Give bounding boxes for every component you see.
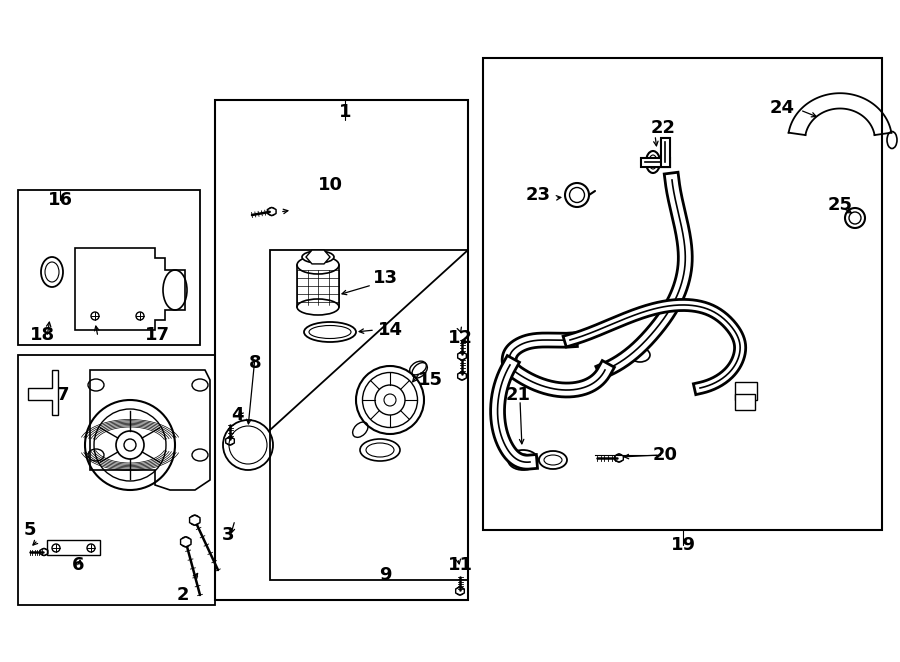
Polygon shape bbox=[306, 250, 330, 264]
Text: 20: 20 bbox=[652, 446, 678, 464]
Polygon shape bbox=[458, 372, 466, 380]
Circle shape bbox=[190, 515, 200, 525]
Text: 8: 8 bbox=[248, 354, 261, 372]
Bar bbox=[735, 394, 755, 410]
Text: 16: 16 bbox=[48, 191, 73, 209]
Circle shape bbox=[181, 537, 191, 547]
Text: 7: 7 bbox=[57, 386, 69, 404]
Circle shape bbox=[456, 587, 464, 595]
Text: 22: 22 bbox=[651, 119, 676, 137]
Text: 4: 4 bbox=[230, 406, 243, 424]
Polygon shape bbox=[181, 537, 191, 547]
Text: 24: 24 bbox=[770, 99, 795, 117]
Circle shape bbox=[40, 549, 48, 555]
Circle shape bbox=[136, 312, 144, 320]
Bar bbox=[735, 382, 757, 400]
Polygon shape bbox=[267, 207, 276, 216]
Circle shape bbox=[226, 437, 234, 445]
Polygon shape bbox=[40, 549, 48, 555]
Text: 23: 23 bbox=[526, 186, 551, 204]
Circle shape bbox=[87, 544, 95, 552]
Text: 25: 25 bbox=[827, 196, 852, 214]
Polygon shape bbox=[190, 515, 200, 525]
Circle shape bbox=[458, 352, 466, 360]
Polygon shape bbox=[455, 587, 464, 595]
Text: 17: 17 bbox=[145, 326, 169, 344]
Circle shape bbox=[615, 454, 623, 462]
Text: 12: 12 bbox=[447, 329, 473, 347]
Polygon shape bbox=[615, 454, 624, 462]
Text: 9: 9 bbox=[379, 566, 392, 584]
Text: 5: 5 bbox=[23, 521, 36, 539]
Text: 10: 10 bbox=[318, 176, 343, 194]
Text: 21: 21 bbox=[506, 386, 530, 404]
Text: 11: 11 bbox=[447, 556, 473, 574]
Text: 1: 1 bbox=[338, 103, 351, 121]
Text: 15: 15 bbox=[418, 371, 443, 389]
Circle shape bbox=[91, 312, 99, 320]
Text: 18: 18 bbox=[30, 326, 55, 344]
Ellipse shape bbox=[302, 251, 334, 263]
Circle shape bbox=[458, 372, 466, 380]
Text: 2: 2 bbox=[176, 586, 189, 604]
Circle shape bbox=[52, 544, 60, 552]
Polygon shape bbox=[226, 437, 234, 445]
Polygon shape bbox=[458, 352, 466, 360]
Text: 14: 14 bbox=[377, 321, 402, 339]
Text: 19: 19 bbox=[670, 536, 696, 554]
Text: 13: 13 bbox=[373, 269, 398, 287]
Text: 3: 3 bbox=[221, 526, 234, 544]
Circle shape bbox=[267, 207, 275, 216]
Text: 6: 6 bbox=[72, 556, 85, 574]
